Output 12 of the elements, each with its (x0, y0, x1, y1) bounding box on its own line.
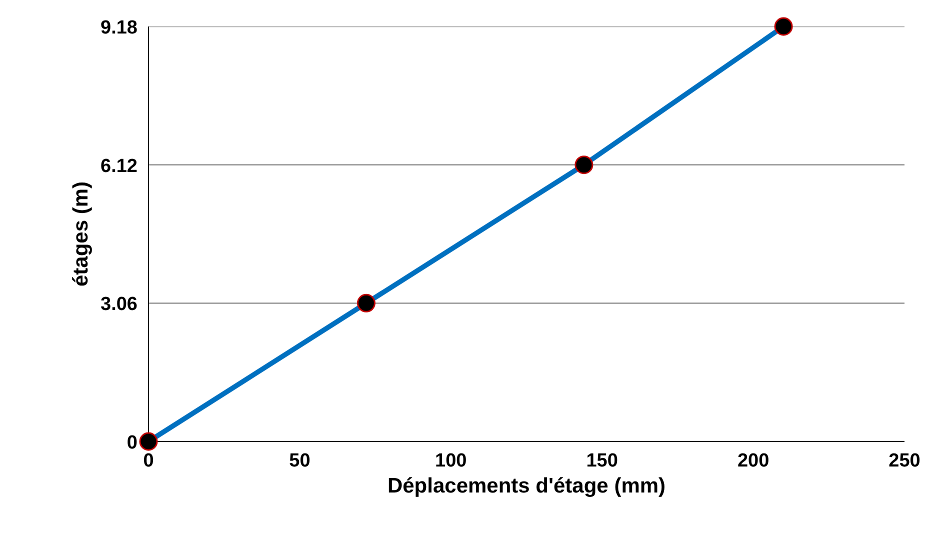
y-tick-label: 3.06 (100, 294, 138, 316)
y-tick-label: 0 (126, 432, 138, 454)
y-tick-label: 9.18 (100, 18, 138, 38)
x-tick-label: 100 (435, 450, 467, 472)
y-tick-label: 6.12 (100, 156, 138, 177)
x-tick-label: 50 (289, 450, 310, 472)
x-tick-label: 200 (737, 450, 770, 472)
x-tick-label: 250 (888, 450, 920, 472)
x-axis-title: Déplacements d'étage (mm) (387, 474, 666, 498)
y-axis-title: étages (m) (70, 181, 93, 287)
x-tick-label: 0 (143, 450, 154, 472)
x-tick-label: 150 (586, 450, 618, 472)
